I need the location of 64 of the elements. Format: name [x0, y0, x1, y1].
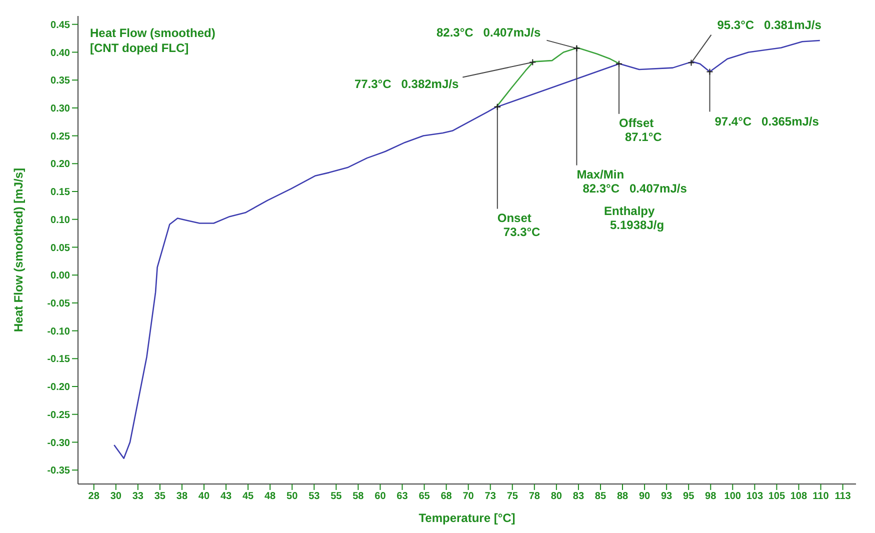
x-tick-label: 105 — [768, 491, 786, 502]
x-axis-title: Temperature [°C] — [418, 511, 516, 525]
y-tick-label: 0.10 — [50, 214, 70, 226]
x-tick-label: 85 — [594, 491, 606, 502]
x-tick-label: 100 — [724, 491, 742, 502]
y-tick-label: -0.35 — [47, 466, 70, 477]
annotation: 95.3°C 0.381mJ/s — [717, 18, 822, 32]
x-tick-label: 70 — [462, 491, 474, 502]
x-tick-label: 103 — [746, 491, 764, 502]
x-tick-label: 78 — [528, 491, 540, 502]
x-tick-label: 48 — [264, 491, 276, 502]
x-tick-label: 58 — [352, 491, 364, 502]
text: [CNT doped FLC] — [90, 41, 190, 56]
x-tick-label: 40 — [198, 491, 210, 502]
annotation: 97.4°C 0.365mJ/s — [714, 114, 820, 129]
x-tick-label: 113 — [834, 491, 852, 502]
x-tick-label: 95 — [683, 491, 695, 502]
x-tick-label: 38 — [176, 491, 188, 502]
x-tick-label: 65 — [418, 491, 430, 502]
annotation: Enthalpy 5.1938J/g — [604, 204, 664, 232]
y-tick-label: 0.30 — [50, 103, 70, 114]
x-tick-label: 98 — [705, 491, 717, 502]
annotation: Offset 87.1°C — [618, 116, 662, 144]
annotation: Max/Min 82.3°C 0.407mJ/s — [576, 167, 688, 196]
x-tick-label: 50 — [286, 491, 298, 502]
y-tick-label: 0.25 — [50, 131, 70, 142]
x-tick-label: 73 — [484, 491, 496, 502]
y-tick-label: -0.10 — [47, 326, 70, 338]
x-tick-label: 53 — [308, 491, 320, 502]
y-tick-label: -0.25 — [47, 410, 70, 421]
y-tick-label: -0.20 — [47, 382, 70, 394]
y-tick-label: 0.00 — [50, 270, 70, 282]
y-tick-label: 0.20 — [50, 159, 70, 170]
x-tick-label: 43 — [220, 491, 232, 502]
x-tick-label: 75 — [506, 491, 518, 502]
y-tick-label: 0.15 — [50, 187, 70, 198]
x-tick-label: 93 — [661, 491, 673, 502]
x-tick-label: 45 — [242, 491, 254, 502]
x-tick-label: 28 — [88, 491, 100, 502]
y-tick-label: -0.05 — [47, 298, 70, 310]
x-tick-label: 108 — [790, 491, 808, 502]
y-tick-label: -0.15 — [47, 354, 70, 366]
text: Heat Flow (smoothed) — [90, 26, 216, 41]
annotation: 82.3°C 0.407mJ/s — [436, 25, 542, 40]
x-tick-label: 55 — [330, 491, 342, 502]
x-tick-label: 63 — [396, 491, 408, 502]
annotation: 77.3°C 0.382mJ/s — [354, 77, 459, 92]
x-tick-label: 33 — [132, 491, 144, 502]
annotation: Onset 73.3°C — [497, 210, 541, 239]
x-tick-label: 110 — [812, 491, 830, 502]
y-tick-label: 0.35 — [50, 76, 70, 87]
y-tick-label: 0.05 — [50, 242, 70, 254]
x-tick-label: 30 — [110, 491, 122, 502]
y-tick-label: -0.30 — [47, 438, 70, 449]
x-tick-label: 90 — [638, 491, 651, 502]
x-tick-label: 88 — [616, 491, 629, 502]
x-tick-label: 80 — [550, 491, 562, 502]
x-tick-label: 83 — [572, 491, 584, 502]
y-axis-title: Heat Flow (smoothed) [mJ/s] — [11, 168, 26, 332]
x-tick-label: 35 — [154, 491, 166, 502]
x-tick-label: 60 — [374, 491, 386, 502]
y-tick-label: 0.45 — [50, 20, 70, 31]
y-tick-label: 0.40 — [50, 48, 70, 59]
x-tick-label: 68 — [440, 491, 452, 502]
